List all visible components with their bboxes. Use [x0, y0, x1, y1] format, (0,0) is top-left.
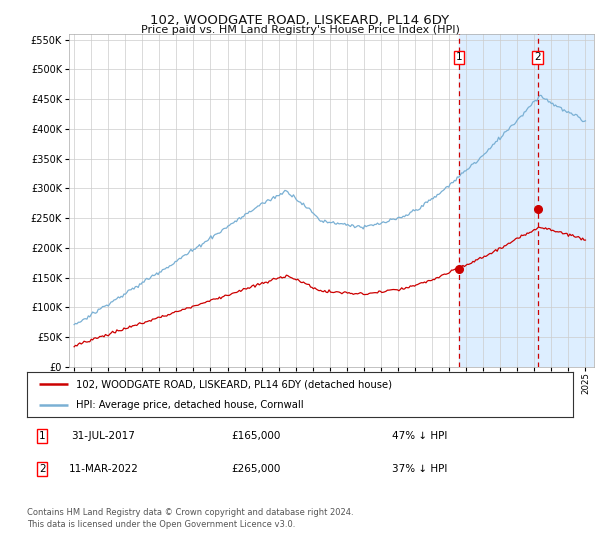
Text: 37% ↓ HPI: 37% ↓ HPI [392, 464, 448, 474]
Text: 2: 2 [534, 53, 541, 62]
Text: 1: 1 [39, 431, 46, 441]
Text: 31-JUL-2017: 31-JUL-2017 [71, 431, 136, 441]
Text: 2: 2 [39, 464, 46, 474]
Text: HPI: Average price, detached house, Cornwall: HPI: Average price, detached house, Corn… [76, 400, 304, 410]
Text: 11-MAR-2022: 11-MAR-2022 [68, 464, 139, 474]
Text: £165,000: £165,000 [232, 431, 281, 441]
Text: 47% ↓ HPI: 47% ↓ HPI [392, 431, 448, 441]
Text: £265,000: £265,000 [232, 464, 281, 474]
Text: 102, WOODGATE ROAD, LISKEARD, PL14 6DY (detached house): 102, WOODGATE ROAD, LISKEARD, PL14 6DY (… [76, 380, 392, 390]
Bar [459, 34, 594, 367]
Text: 1: 1 [455, 53, 463, 62]
Text: Contains HM Land Registry data © Crown copyright and database right 2024.
This d: Contains HM Land Registry data © Crown c… [27, 508, 353, 529]
Text: Price paid vs. HM Land Registry's House Price Index (HPI): Price paid vs. HM Land Registry's House … [140, 25, 460, 35]
Text: 102, WOODGATE ROAD, LISKEARD, PL14 6DY: 102, WOODGATE ROAD, LISKEARD, PL14 6DY [151, 14, 449, 27]
